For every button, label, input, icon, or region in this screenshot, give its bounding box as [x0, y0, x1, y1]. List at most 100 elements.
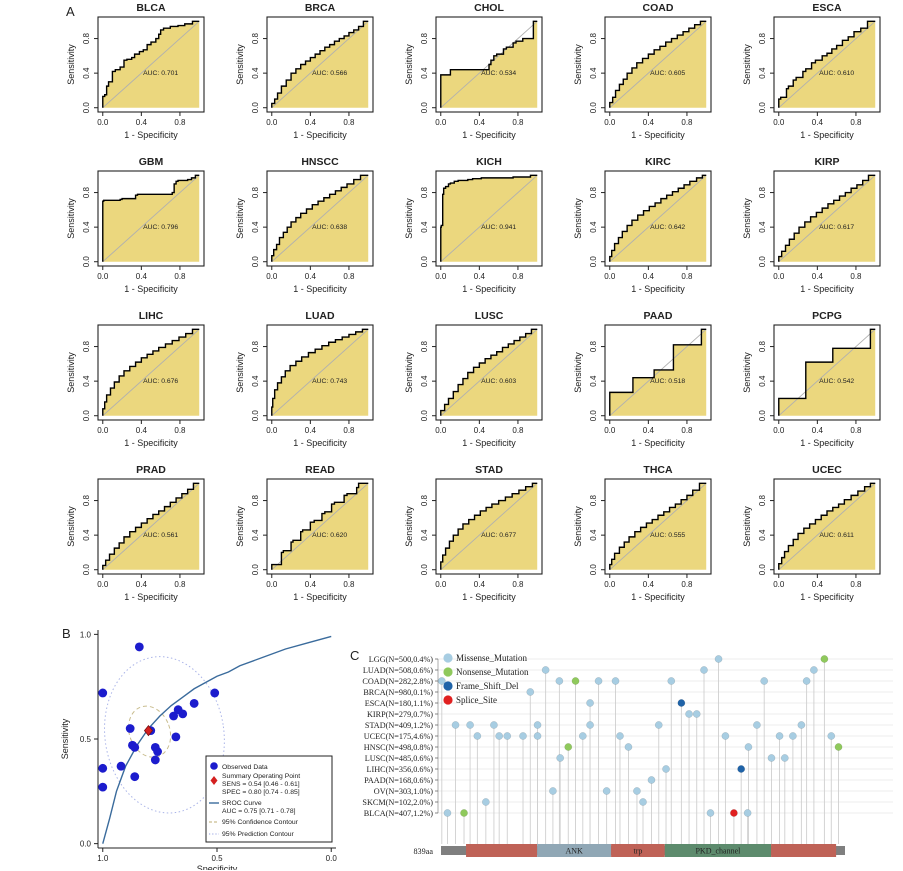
diagonal-reference-line — [609, 174, 707, 263]
y-tick-label: 0.0 — [420, 102, 429, 114]
plot-box — [604, 324, 712, 421]
mutation-dot-M — [503, 732, 512, 740]
x-tick-label: 0.4 — [136, 426, 148, 435]
protein-domain — [466, 844, 538, 857]
mutation-dot-M — [827, 732, 836, 740]
x-axis-label: 1 - Specificity — [631, 592, 685, 602]
row-label: UCEC(N=175,4.6%) — [364, 732, 433, 741]
mutation-dot-M — [616, 732, 624, 740]
x-tick-label: 0.8 — [174, 272, 186, 281]
row-label: STAD(N=409,1.2%) — [365, 721, 433, 730]
y-tick-label: 0.4 — [82, 529, 91, 541]
legend-nonsense_mutation-icon — [443, 667, 453, 677]
diagonal-reference-line — [609, 20, 707, 109]
roc-title: BLCA — [136, 2, 166, 14]
auc-label: AUC: 0.638 — [312, 224, 347, 231]
y-tick-label: 0.0 — [758, 564, 767, 576]
x-tick-label: 0.8 — [850, 118, 862, 127]
y-axis-label: Sensitivity — [404, 506, 414, 547]
diagonal-reference-line — [271, 174, 369, 263]
panel-b: B 1.0 0.5 0.0 0.0 0.5 1.0 Specificity Sensitivi… — [48, 618, 348, 871]
y-tick-label: 0.0 — [251, 256, 260, 268]
y-tick-label: 0.0 — [589, 256, 598, 268]
auc-label: AUC: 0.941 — [481, 224, 516, 231]
x-tick-label: 0.8 — [512, 580, 524, 589]
mutation-dot-M — [789, 732, 797, 740]
mutation-dot-M — [533, 732, 542, 740]
mutation-dot-M — [533, 721, 542, 729]
plot-box — [266, 324, 374, 421]
x-tick-label: 0.4 — [305, 118, 317, 127]
roc-cell-BLCA: 0.0 0.0 0.4 0.4 0.8 0.8 BLCA 1 - Specificity Sen… — [58, 0, 227, 154]
auc-label: AUC: 0.555 — [650, 532, 685, 539]
y-axis-label: Sensitivity — [235, 352, 245, 393]
y-axis-label: Sensitivity — [235, 44, 245, 85]
observed-point — [134, 642, 144, 652]
mutation-dot-M — [743, 809, 752, 817]
mutation-dot-M — [780, 754, 789, 762]
x-tick-label: 0.8 — [512, 118, 524, 127]
x-axis-label: 1 - Specificity — [462, 438, 516, 448]
x-tick-label: 0.0 — [604, 426, 616, 435]
protein-domain-PKD_channel — [664, 844, 772, 857]
y-tick-label: 0.8 — [758, 494, 767, 506]
y-tick-label: 0.4 — [82, 375, 91, 387]
x-tick-label: 0.4 — [474, 580, 486, 589]
roc-cell-GBM: 0.0 0.0 0.4 0.4 0.8 0.8 GBM 1 - Specificity Sens… — [58, 154, 227, 308]
mutation-dot-M — [647, 776, 656, 784]
y-tick-label: 0.0 — [420, 564, 429, 576]
y-tick-label: 0.8 — [251, 494, 260, 506]
panel-c: C LGG(N=500,0.4%) LUAD(N=508,0.6%) COAD(N=… — [336, 618, 903, 870]
x-tick-label: 0.4 — [812, 118, 824, 127]
roc-title: PAAD — [644, 310, 673, 322]
roc-title: COAD — [643, 2, 674, 14]
x-axis-label: 1 - Specificity — [800, 130, 854, 140]
diagonal-reference-line — [778, 174, 876, 263]
mutation-dot-M — [495, 732, 504, 740]
x-tick-label: 0.4 — [305, 426, 317, 435]
x-tick-label: 0.4 — [136, 118, 148, 127]
auc-label: AUC: 0.566 — [312, 70, 347, 77]
roc-plot-KIRP: 0.0 0.0 0.4 0.4 0.8 0.8 KIRP 1 - Specificity Sen… — [742, 156, 881, 294]
y-tick-label: 0.4 — [82, 67, 91, 79]
y-tick-label: 0.0 — [420, 256, 429, 268]
mutation-dot-M — [578, 732, 587, 740]
roc-cell-HNSCC: 0.0 0.0 0.4 0.4 0.8 0.8 HNSCC 1 - Specificity Se… — [227, 154, 396, 308]
row-label: LIHC(N=356,0.6%) — [367, 765, 434, 774]
mutation-dot-M — [767, 754, 776, 762]
plot-box — [435, 324, 543, 421]
plot-box — [773, 170, 881, 267]
roc-plot-STAD: 0.0 0.0 0.4 0.4 0.8 0.8 STAD 1 - Specificity Sen… — [404, 464, 543, 602]
y-tick-label: 0.0 — [82, 102, 91, 114]
roc-plot-PRAD: 0.0 0.0 0.4 0.4 0.8 0.8 PRAD 1 - Specificity Sen… — [66, 464, 205, 602]
mutation-dot-F — [677, 699, 686, 707]
x-tick-label: 0.0 — [604, 118, 616, 127]
roc-cell-READ: 0.0 0.0 0.4 0.4 0.8 0.8 READ 1 - Specificity Sen… — [227, 462, 396, 616]
auc-label: AUC: 0.534 — [481, 70, 516, 77]
roc-plot-PAAD: 0.0 0.0 0.4 0.4 0.8 0.8 PAAD 1 - Specificity Sen… — [573, 310, 712, 448]
roc-title: KICH — [476, 156, 502, 168]
panel-b-label: B — [62, 626, 71, 641]
summary-operating-point — [143, 724, 153, 737]
observed-point — [116, 761, 126, 771]
roc-plot-KICH: 0.0 0.0 0.4 0.4 0.8 0.8 KICH 1 - Specificity Sen… — [404, 156, 543, 294]
y-tick-label: 0.0 — [82, 256, 91, 268]
roc-curve — [440, 174, 538, 262]
mutation-dot-M — [526, 688, 535, 696]
y-tick-label: 0.8 — [251, 340, 260, 352]
x-tick-label: 0.4 — [812, 426, 824, 435]
x-axis-label: 1 - Specificity — [462, 130, 516, 140]
mutation-dot-M — [775, 732, 784, 740]
x-tick-label: 0.8 — [343, 118, 355, 127]
y-tick-label: 0.0 — [251, 102, 260, 114]
x-tick-label: 0.0 — [326, 854, 338, 863]
y-tick-label: 0.0 — [420, 410, 429, 422]
row-label: PAAD(N=168,0.6%) — [364, 776, 433, 785]
x-tick-label: 0.0 — [266, 272, 278, 281]
roc-title: PRAD — [136, 464, 166, 476]
roc-title: LUAD — [305, 310, 335, 322]
observed-point — [153, 747, 162, 756]
mutation-dot-M — [667, 677, 676, 685]
diagonal-reference-line — [102, 20, 200, 109]
roc-plot-LIHC: 0.0 0.0 0.4 0.4 0.8 0.8 LIHC 1 - Specificity Sen… — [66, 310, 205, 448]
